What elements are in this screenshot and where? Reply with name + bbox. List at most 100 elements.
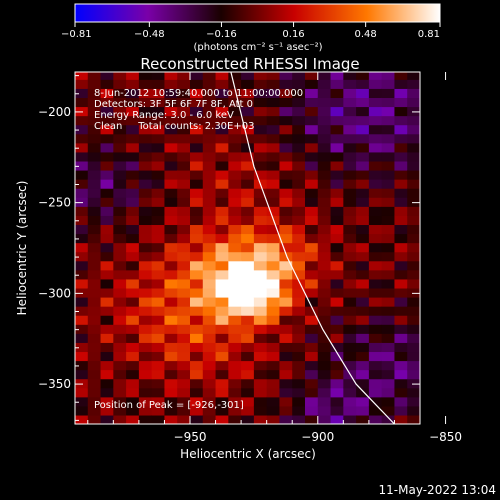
heatmap-cell (215, 72, 229, 80)
heatmap-cell (87, 342, 102, 353)
heatmap-cell (138, 414, 153, 424)
heatmap-cell (407, 405, 420, 416)
heatmap-cell (407, 188, 420, 198)
heatmap-cell (100, 224, 114, 235)
heatmap-cell (126, 142, 140, 153)
heatmap-cell (190, 197, 204, 207)
heatmap-cell (202, 324, 217, 334)
heatmap-cell (126, 97, 140, 108)
heatmap-cell (113, 315, 127, 325)
heatmap-cell (215, 142, 229, 153)
heatmap-cell (87, 387, 102, 398)
heatmap-cell (330, 169, 344, 180)
heatmap-cell (87, 151, 102, 162)
heatmap-cell (100, 405, 114, 416)
heatmap-cell (202, 142, 217, 153)
heatmap-cell (151, 88, 166, 99)
heatmap-cell (343, 188, 357, 198)
heatmap-cell (317, 405, 332, 416)
heatmap-cell (292, 188, 306, 198)
heatmap-cell (190, 278, 204, 289)
heatmap-cell (305, 260, 319, 271)
heatmap-cell (394, 414, 408, 424)
heatmap-cell (113, 287, 127, 298)
heatmap-cell (381, 206, 396, 216)
heatmap-cell (126, 414, 140, 424)
heatmap-cell (190, 378, 204, 389)
heatmap-cell (113, 72, 127, 80)
heatmap-cell (407, 79, 420, 89)
heatmap-cell (202, 206, 217, 216)
heatmap-cell (279, 197, 293, 207)
heatmap-cell (75, 97, 89, 108)
heatmap-cell (138, 188, 153, 198)
heatmap-cell (381, 151, 396, 162)
heatmap-cell (394, 115, 408, 126)
heatmap-cell (356, 142, 370, 153)
heatmap-cell (356, 260, 370, 271)
heatmap-cell (368, 197, 383, 207)
heatmap-cell (177, 324, 191, 334)
heatmap-cell (279, 296, 293, 307)
heatmap-cell (87, 396, 102, 407)
heatmap-cell (100, 396, 114, 407)
heatmap-cell (241, 151, 255, 162)
heatmap-cell (266, 296, 281, 307)
heatmap-cell (138, 278, 153, 289)
heatmap-cell (215, 378, 229, 389)
heatmap-cell (305, 351, 319, 362)
heatmap-cell (164, 315, 178, 325)
heatmap-cell (253, 287, 268, 298)
heatmap-cell (138, 387, 153, 398)
heatmap-cell (190, 160, 204, 171)
heatmap-cell (151, 333, 166, 343)
heatmap-cell (305, 224, 319, 235)
heatmap-cell (215, 306, 229, 316)
heatmap-cell (241, 206, 255, 216)
heatmap-cell (164, 106, 178, 117)
heatmap-cell (394, 369, 408, 380)
heatmap-cell (164, 115, 178, 126)
heatmap-cell (164, 342, 178, 353)
heatmap-cell (87, 251, 102, 262)
heatmap-cell (356, 287, 370, 298)
heatmap-cell (100, 106, 114, 117)
heatmap-cell (343, 124, 357, 135)
heatmap-cell (368, 160, 383, 171)
heatmap-cell (190, 106, 204, 117)
heatmap-cell (75, 233, 89, 244)
heatmap-cell (407, 151, 420, 162)
heatmap-cell (75, 124, 89, 135)
heatmap-cell (151, 224, 166, 235)
heatmap-cell (407, 251, 420, 262)
heatmap-cell (113, 405, 127, 416)
heatmap-cell (113, 296, 127, 307)
heatmap-cell (317, 278, 332, 289)
heatmap-cell (407, 142, 420, 153)
heatmap-cell (292, 160, 306, 171)
heatmap-cell (253, 378, 268, 389)
heatmap-cell (151, 151, 166, 162)
heatmap-cell (177, 278, 191, 289)
heatmap-cell (190, 333, 204, 343)
heatmap-cell (343, 151, 357, 162)
heatmap-cell (113, 88, 127, 99)
heatmap-cell (87, 369, 102, 380)
heatmap-cell (330, 287, 344, 298)
heatmap-cell (253, 197, 268, 207)
heatmap-cell (356, 206, 370, 216)
x-axis: −950 −900 −850 (87, 72, 462, 444)
heatmap-cell (100, 188, 114, 198)
heatmap-cell (215, 133, 229, 144)
heatmap-cell (138, 133, 153, 144)
heatmap-cell (241, 79, 255, 89)
heatmap-cell (356, 369, 370, 380)
heatmap-cell (202, 97, 217, 108)
heatmap-cell (113, 142, 127, 153)
heatmap-cell (381, 197, 396, 207)
heatmap-cell (368, 251, 383, 262)
heatmap-cell (407, 242, 420, 253)
heatmap-cell (126, 133, 140, 144)
heatmap-cell (292, 260, 306, 271)
chart-title: Reconstructed RHESSI Image (140, 55, 359, 73)
